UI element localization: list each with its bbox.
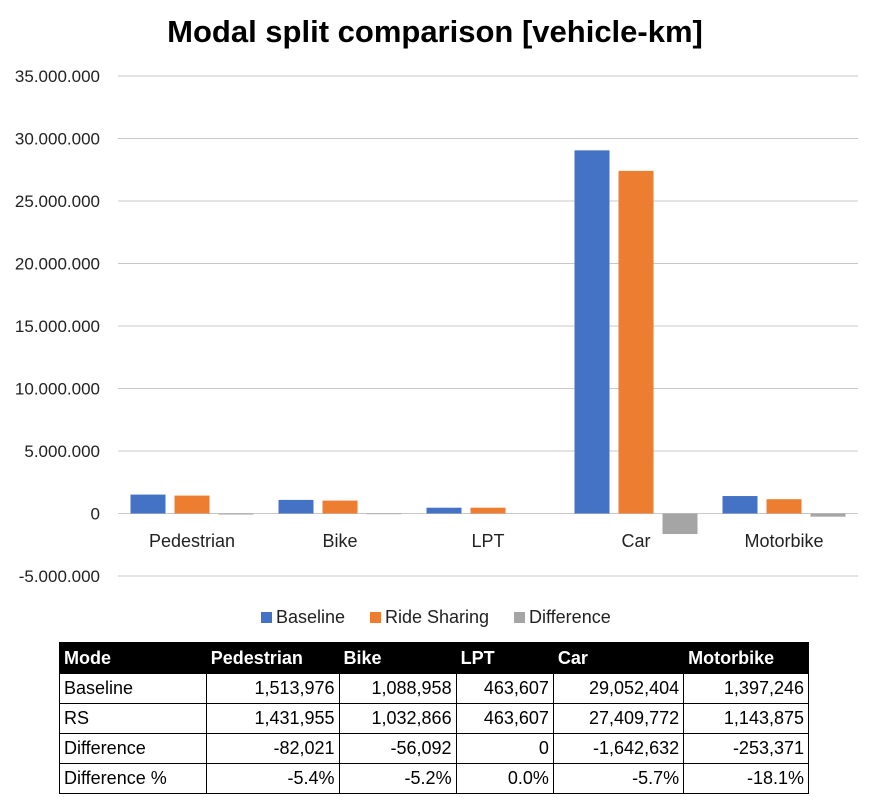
x-category-label: Car bbox=[621, 531, 650, 551]
y-tick-label: 5.000.000 bbox=[24, 442, 100, 461]
table-row: RS 1,431,955 1,032,866 463,607 27,409,772 1,1… bbox=[59, 703, 809, 734]
y-tick-label: 10.000.000 bbox=[15, 380, 100, 399]
table-cell: 463,607 bbox=[455, 703, 554, 734]
table-body: Baseline 1,513,976 1,088,958 463,607 29,052,… bbox=[59, 673, 809, 794]
table-row-label: Baseline bbox=[59, 673, 207, 704]
bar-baseline bbox=[426, 507, 462, 514]
legend-swatch bbox=[261, 612, 272, 623]
table-cell: -82,021 bbox=[205, 733, 340, 764]
y-tick-label: 20.000.000 bbox=[15, 255, 100, 274]
table-cell: 1,143,875 bbox=[683, 703, 809, 734]
chart-title: Modal split comparison [vehicle-km] bbox=[167, 14, 703, 49]
table-cell: 1,431,955 bbox=[205, 703, 340, 734]
legend-label: Baseline bbox=[276, 607, 345, 627]
bar-ride-sharing bbox=[470, 507, 506, 514]
bar-baseline bbox=[278, 499, 314, 514]
bar-baseline bbox=[130, 494, 166, 514]
y-tick-label: -5.000.000 bbox=[19, 567, 100, 586]
legend-swatch bbox=[514, 612, 525, 623]
y-tick-label: 30.000.000 bbox=[15, 130, 100, 149]
table-header-cell: Car bbox=[552, 642, 685, 674]
table-row-label: RS bbox=[59, 703, 207, 734]
legend-label: Ride Sharing bbox=[385, 607, 489, 627]
y-tick-label: 35.000.000 bbox=[15, 67, 100, 86]
table-header-row: Mode Pedestrian Bike LPT Car Motorbike bbox=[59, 642, 809, 674]
y-axis-ticks: 35.000.000 30.000.000 25.000.000 20.000.000… bbox=[15, 67, 100, 586]
table-cell: 29,052,404 bbox=[552, 673, 685, 704]
bar-difference bbox=[810, 513, 846, 517]
x-category-label: Pedestrian bbox=[149, 531, 235, 551]
data-table: Mode Pedestrian Bike LPT Car Motorbike Baseli… bbox=[59, 642, 809, 794]
table-header-cell: Pedestrian bbox=[205, 642, 340, 674]
bar-baseline bbox=[574, 150, 610, 514]
table-cell: 463,607 bbox=[455, 673, 554, 704]
table-cell: -5.2% bbox=[338, 763, 457, 794]
table-cell: 1,397,246 bbox=[683, 673, 809, 704]
table-cell: 0 bbox=[455, 733, 554, 764]
bar-difference bbox=[662, 513, 698, 535]
table-cell: -5.7% bbox=[552, 763, 685, 794]
x-category-label: Motorbike bbox=[744, 531, 823, 551]
bar-ride-sharing bbox=[618, 170, 654, 514]
table-row: Difference -82,021 -56,092 0 -1,642,632 -253,… bbox=[59, 733, 809, 764]
x-category-label: LPT bbox=[471, 531, 504, 551]
bar-ride-sharing bbox=[174, 495, 210, 514]
x-axis-categories: Pedestrian Bike LPT Car Motorbike bbox=[149, 531, 824, 551]
table-header-cell: Mode bbox=[59, 642, 207, 674]
bar-baseline bbox=[722, 496, 758, 514]
table-header-cell: Motorbike bbox=[683, 642, 809, 674]
bar-ride-sharing bbox=[766, 499, 802, 514]
table-cell: 27,409,772 bbox=[552, 703, 685, 734]
table-row-label: Difference bbox=[59, 733, 207, 764]
y-tick-label: 15.000.000 bbox=[15, 317, 100, 336]
table-header-cell: LPT bbox=[455, 642, 554, 674]
table-cell: 0.0% bbox=[455, 763, 554, 794]
gridlines bbox=[118, 75, 858, 577]
chart: Modal split comparison [vehicle-km] 35.0… bbox=[15, 14, 858, 627]
legend: Baseline Ride Sharing Difference bbox=[261, 607, 611, 627]
bar-difference bbox=[366, 513, 402, 515]
table-cell: 1,088,958 bbox=[338, 673, 457, 704]
table-row: Difference % -5.4% -5.2% 0.0% -5.7% -18.1% bbox=[59, 763, 809, 794]
table-header-cell: Bike bbox=[338, 642, 457, 674]
bars bbox=[130, 150, 846, 535]
bar-ride-sharing bbox=[322, 500, 358, 514]
y-tick-label: 0 bbox=[91, 505, 100, 524]
table-row: Baseline 1,513,976 1,088,958 463,607 29,052,… bbox=[59, 673, 809, 704]
table-cell: 1,513,976 bbox=[205, 673, 340, 704]
table-cell: -253,371 bbox=[683, 733, 809, 764]
table-cell: -5.4% bbox=[205, 763, 340, 794]
x-category-label: Bike bbox=[322, 531, 357, 551]
table-cell: -1,642,632 bbox=[552, 733, 685, 764]
legend-swatch bbox=[370, 612, 381, 623]
bar-difference bbox=[218, 513, 254, 515]
legend-label: Difference bbox=[529, 607, 611, 627]
table-row-label: Difference % bbox=[59, 763, 207, 794]
table-cell: 1,032,866 bbox=[338, 703, 457, 734]
y-tick-label: 25.000.000 bbox=[15, 192, 100, 211]
table-cell: -18.1% bbox=[683, 763, 809, 794]
table-cell: -56,092 bbox=[338, 733, 457, 764]
